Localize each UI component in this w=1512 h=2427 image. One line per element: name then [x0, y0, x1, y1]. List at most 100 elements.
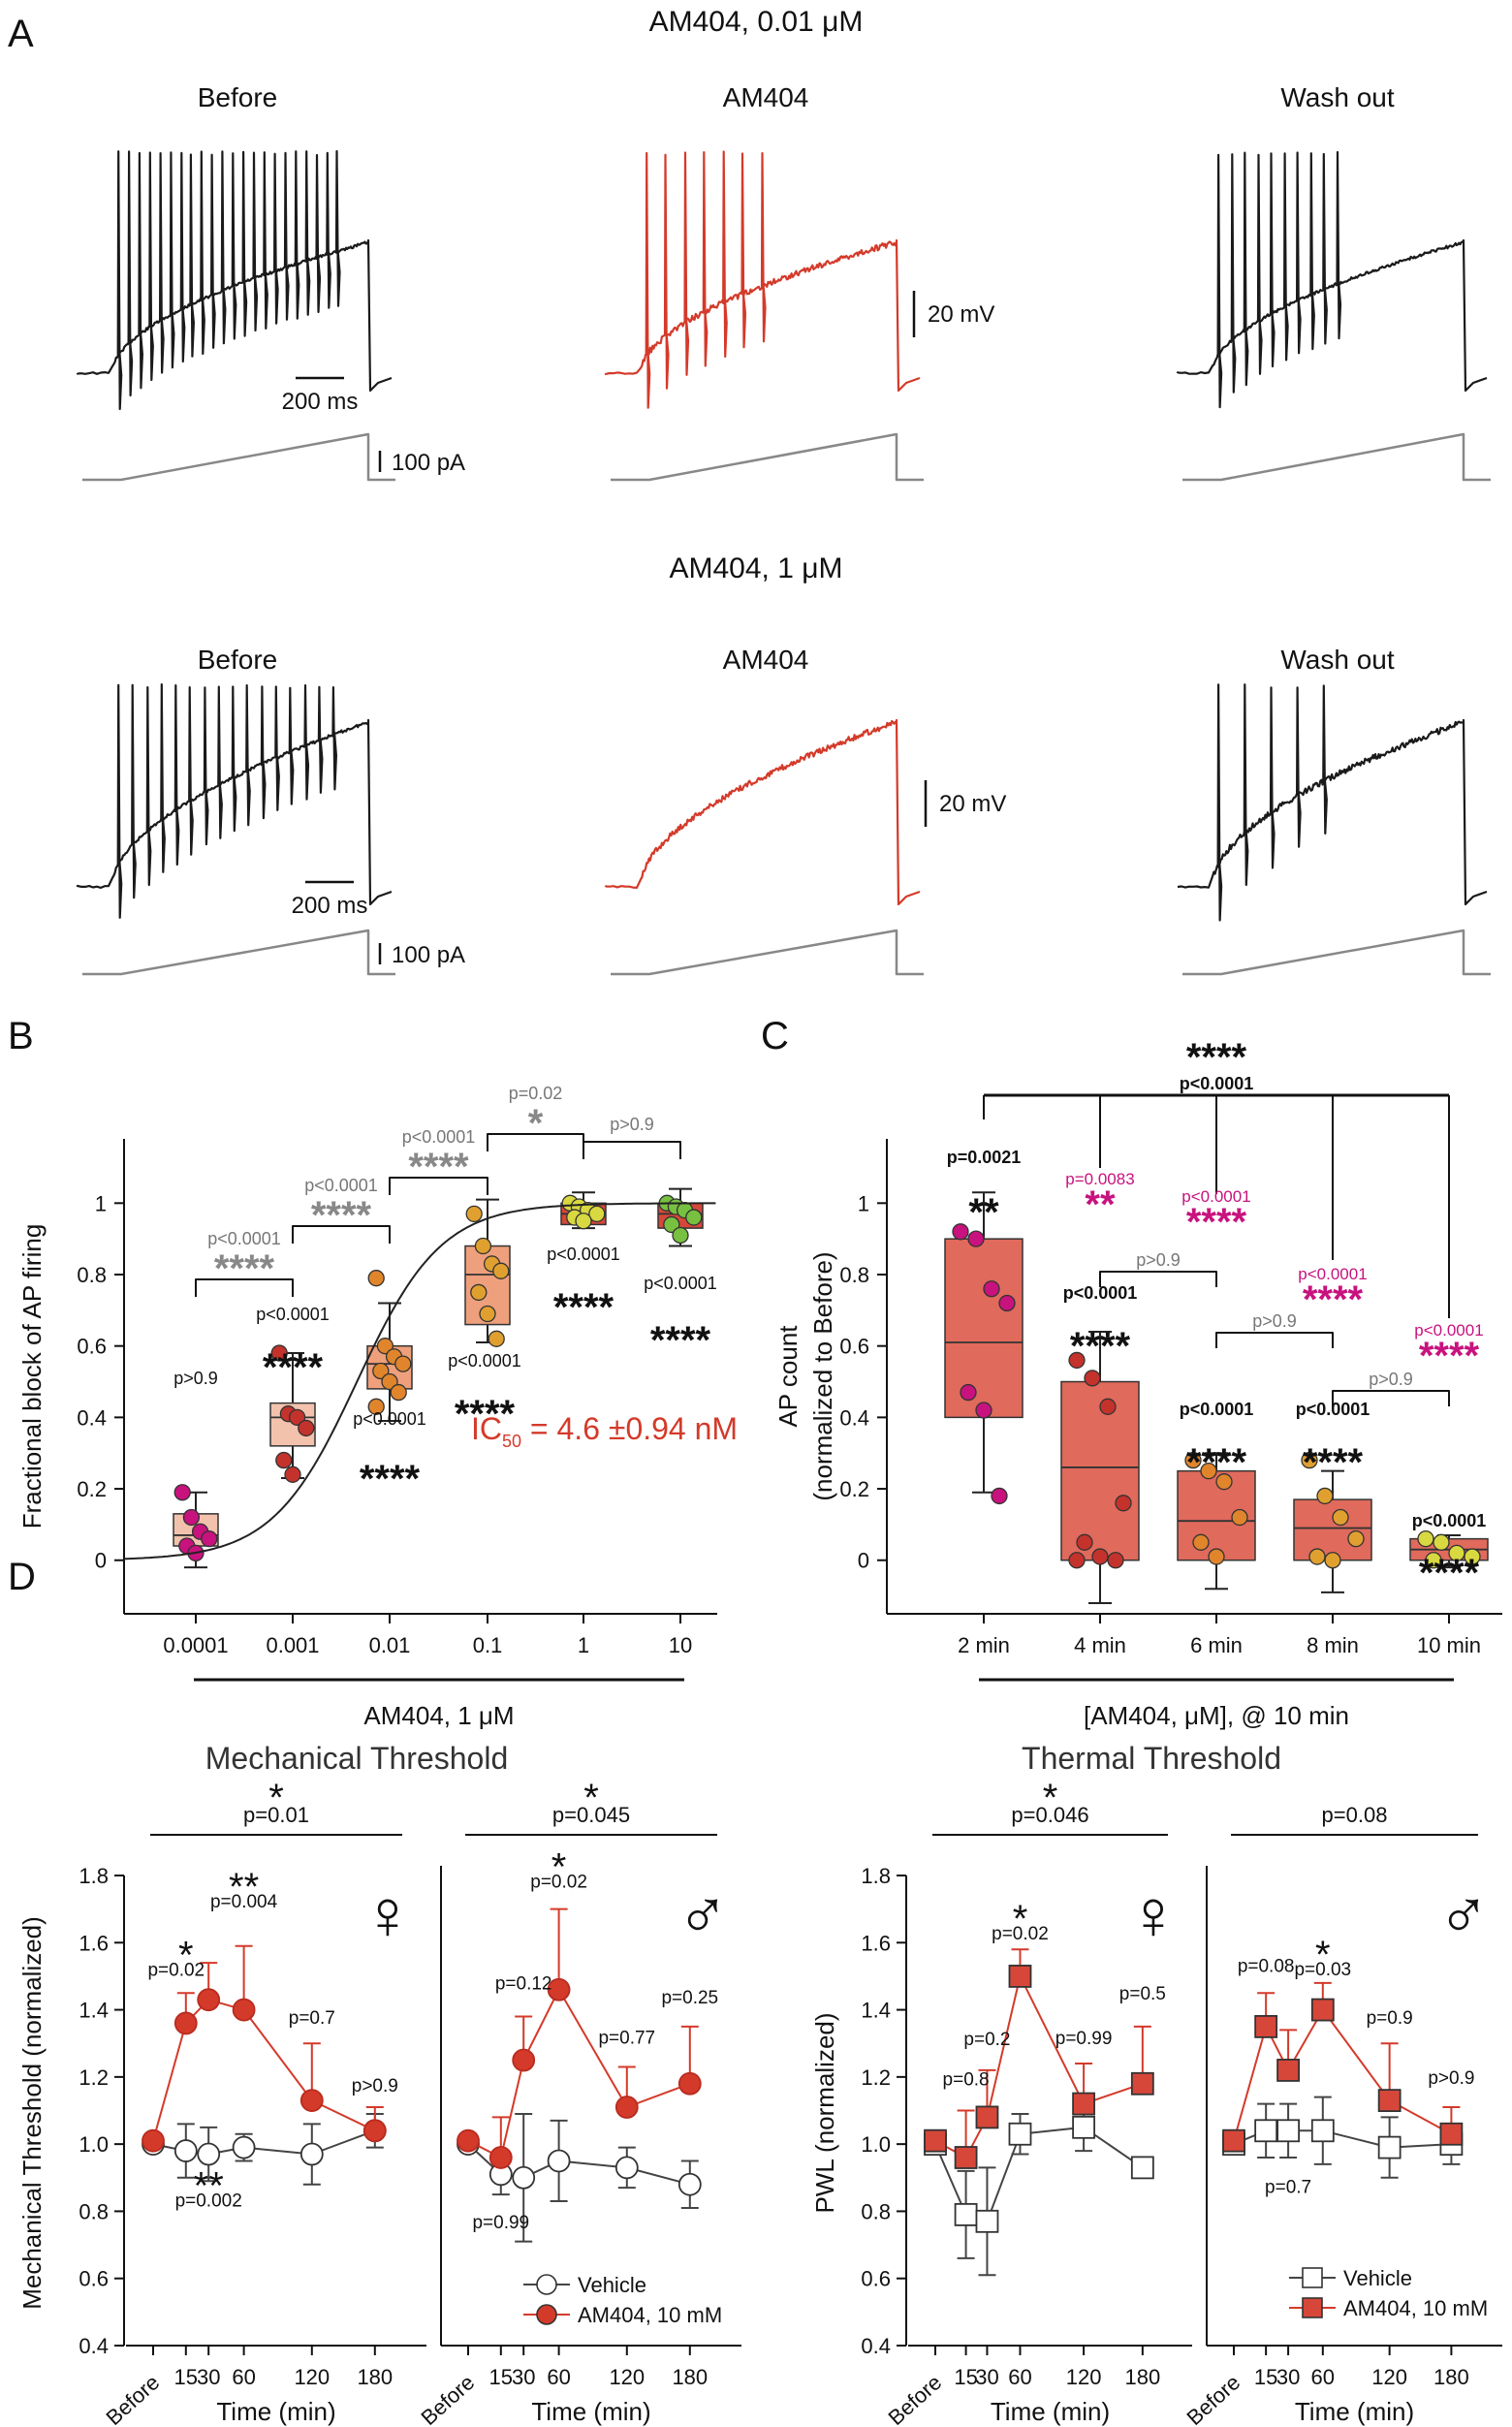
y-tick-label: 0.6 [79, 2267, 109, 2291]
sex-comparison-p-value: p=0.045 [552, 1803, 630, 1827]
box-p-value: p<0.0001 [353, 1409, 426, 1429]
y-axis-title: Fractional block of AP firing [17, 1224, 47, 1529]
pair-bracket [1099, 1271, 1217, 1287]
y-tick-label: 0 [858, 1549, 869, 1573]
box-p-value: p=0.0021 [947, 1148, 1022, 1167]
data-marker [975, 2209, 999, 2233]
box-significance-stars: **** [1419, 1552, 1480, 1594]
point-p-value: p=0.03 [1294, 1960, 1351, 1980]
bracket-p-value: p<0.0001 [304, 1176, 378, 1195]
panel-letter-d: D [8, 1556, 36, 1598]
data-marker [457, 2128, 480, 2153]
legend-label: AM404, 10 mM [1343, 2296, 1488, 2320]
data-marker [1276, 2119, 1300, 2143]
x-tick-label: 4 min [1074, 1633, 1126, 1657]
current-ramp-high-before [82, 929, 395, 976]
y-tick-label: 0.8 [839, 1263, 869, 1287]
x-tick-label: Before [883, 2370, 946, 2427]
y-tick-label: 1 [858, 1191, 869, 1215]
y-axis-title: Mechanical Threshold (normalized) [17, 1916, 47, 2310]
y-tick-label: 1.6 [861, 1931, 891, 1955]
data-point [960, 1383, 977, 1402]
data-point [975, 1402, 992, 1419]
data-point [1301, 1451, 1318, 1469]
x-tick-label: 180 [1124, 2365, 1160, 2389]
data-point [1316, 1487, 1334, 1505]
y-axis-title-1: AP count [773, 1325, 803, 1428]
female-icon: ♀ [362, 1876, 414, 1954]
y-tick-label: 1.6 [79, 1931, 109, 1955]
male-icon: ♂ [1437, 1876, 1490, 1954]
pair-p-value: p>0.9 [1136, 1250, 1181, 1270]
point-p-value: p=0.7 [1265, 2177, 1311, 2197]
y-tick-label: 1.2 [79, 2065, 109, 2090]
ic50-value: = 4.6 ±0.94 nM [521, 1411, 738, 1446]
y-tick-label: 1.4 [861, 1999, 891, 2023]
box-p-value: p<0.0001 [1296, 1400, 1370, 1419]
group-title: Thermal Threshold [1022, 1741, 1281, 1776]
data-marker [1072, 2092, 1095, 2116]
data-point [1417, 1529, 1434, 1548]
box-p-value: p<0.0001 [1063, 1283, 1138, 1303]
y-tick-label: 0.2 [77, 1477, 107, 1501]
point-p-value: p=0.12 [495, 1974, 552, 1995]
trace-label-before: Before [198, 645, 278, 675]
pair-bracket [1215, 1332, 1334, 1348]
data-point [201, 1529, 218, 1548]
box-p-value: p<0.0001 [1180, 1400, 1254, 1419]
data-point [1448, 1544, 1465, 1562]
data-point [275, 1451, 293, 1469]
x-tick-label: 120 [1371, 2365, 1407, 2389]
x-tick-label: 30 [1276, 2365, 1300, 2389]
legend-marker [536, 2304, 557, 2325]
x-tick-label: 6 min [1190, 1633, 1243, 1657]
trace-label-before: Before [198, 82, 278, 112]
data-marker [173, 2011, 198, 2035]
data-point [1208, 1548, 1225, 1565]
data-marker [1072, 2115, 1095, 2139]
comparison-bracket [195, 1278, 294, 1297]
legend-label: Vehicle [1343, 2266, 1412, 2290]
top-bracket-p-value: p<0.0001 [1180, 1074, 1254, 1093]
x-axis-title: Time (min) [991, 2397, 1110, 2426]
comparison-bracket [292, 1225, 391, 1244]
data-point [1192, 1533, 1210, 1551]
x-tick-label: 10 min [1417, 1633, 1481, 1657]
box-significance-stars: **** [1303, 1441, 1364, 1484]
data-point [1332, 1508, 1349, 1527]
box-10 [657, 1187, 704, 1247]
comparison-bracket [389, 1177, 488, 1195]
data-point [288, 1408, 306, 1427]
data-point [1084, 1370, 1101, 1387]
data-marker [1310, 1998, 1335, 2022]
data-point [1068, 1351, 1086, 1370]
data-point [1107, 1552, 1124, 1569]
data-point [298, 1419, 315, 1437]
panel-letter-c: C [761, 1015, 789, 1057]
data-point [284, 1466, 301, 1483]
box-8 min [1293, 1451, 1372, 1593]
comparison-bracket [583, 1141, 681, 1159]
data-point [663, 1215, 680, 1234]
x-tick-label: 15 [954, 2365, 977, 2389]
box-2 min [944, 1191, 1024, 1505]
point-p-value: p=0.7 [289, 2008, 335, 2029]
data-point [1464, 1548, 1481, 1565]
x-tick-label: 1 [578, 1633, 589, 1657]
y-tick-label: 0.8 [861, 2199, 891, 2223]
x-tick-label: 0.1 [473, 1633, 503, 1657]
point-significance-stars: * [178, 1934, 194, 1976]
y-tick-label: 0.6 [839, 1335, 869, 1359]
data-point [474, 1237, 492, 1255]
panel-letter-a: A [8, 13, 34, 55]
y-tick-label: 0.4 [79, 2334, 109, 2358]
data-marker [614, 2096, 639, 2119]
data-marker [614, 2156, 639, 2180]
x-tick-label: Before [1181, 2370, 1244, 2427]
trace-label-drug: AM404 [723, 645, 809, 675]
x-axis-title: [AM404, μM], @ 10 min [1084, 1701, 1349, 1730]
point-p-value: p=0.2 [963, 2030, 1010, 2050]
data-marker [1254, 2119, 1278, 2143]
ic50-label: IC50 = 4.6 ±0.94 nM [471, 1411, 738, 1451]
data-marker [512, 2165, 536, 2190]
